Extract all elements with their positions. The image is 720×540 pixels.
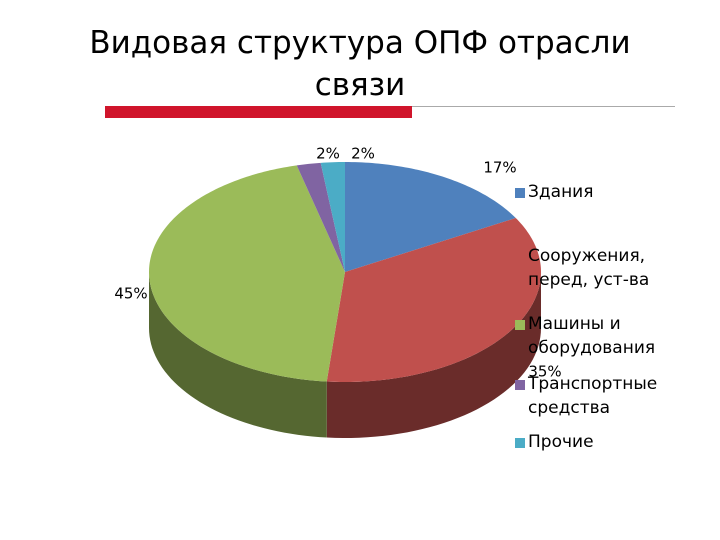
legend-label: Транспортные средства xyxy=(528,374,658,418)
data-label: 2% xyxy=(351,145,375,163)
accent-bar xyxy=(105,106,412,118)
legend-swatch xyxy=(515,252,525,262)
legend-label: Машины и оборудования xyxy=(528,314,656,358)
pie-slice xyxy=(320,162,345,272)
pie-slice xyxy=(345,162,516,272)
legend: Здания Сооружения, перед, уст-ва Машины и … xyxy=(515,180,690,454)
legend-item: Транспортные средства xyxy=(515,372,690,420)
legend-item: Прочие xyxy=(515,430,690,454)
pie-slice xyxy=(296,162,345,272)
data-label: 17% xyxy=(483,159,516,177)
legend-swatch xyxy=(515,188,525,198)
data-label: 35% xyxy=(528,363,561,381)
chart-title: Видовая структура ОПФ отрасли связи xyxy=(89,25,631,103)
data-label: 45% xyxy=(114,285,147,303)
legend-label: Здания xyxy=(528,182,594,202)
legend-item: Здания xyxy=(515,180,690,204)
pie-side xyxy=(326,272,541,438)
pie-slice xyxy=(149,165,345,382)
legend-swatch xyxy=(515,380,525,390)
legend-item: Сооружения, перед, уст-ва xyxy=(515,244,690,292)
legend-label: Сооружения, перед, уст-ва xyxy=(528,246,650,290)
legend-swatch xyxy=(515,320,525,330)
data-label: 2% xyxy=(316,145,340,163)
legend-swatch xyxy=(515,438,525,448)
pie-slice xyxy=(326,217,541,382)
legend-item: Машины и оборудования xyxy=(515,312,690,360)
legend-label: Прочие xyxy=(528,432,594,452)
pie-side xyxy=(149,272,327,438)
